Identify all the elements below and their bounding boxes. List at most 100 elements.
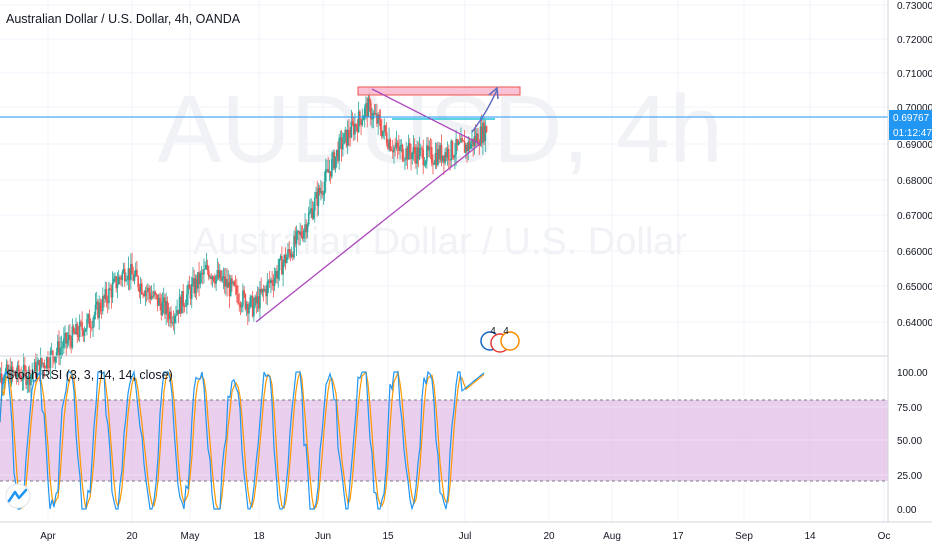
- candle: [409, 138, 411, 160]
- candle: [407, 134, 410, 160]
- candle: [344, 126, 347, 143]
- candle: [117, 270, 120, 285]
- candle: [0, 367, 2, 383]
- candle: [162, 287, 165, 314]
- indicator-pane[interactable]: Stoch RSI (3, 3, 14, 14, close): [0, 368, 888, 511]
- candle: [239, 301, 242, 315]
- candle: [198, 262, 200, 297]
- tradingview-logo-icon[interactable]: [5, 483, 31, 509]
- candle: [371, 107, 373, 129]
- candle: [266, 272, 269, 306]
- candle: [456, 138, 459, 151]
- candle: [223, 268, 226, 294]
- trendline-lower[interactable]: [255, 143, 481, 323]
- events-count: 4: [490, 326, 496, 337]
- candle: [427, 137, 429, 158]
- price-axis-label: 0.66000: [897, 247, 932, 258]
- candle: [53, 356, 55, 365]
- candle: [91, 321, 93, 332]
- candle: [423, 156, 426, 167]
- candle: [205, 252, 208, 271]
- candle: [104, 281, 107, 303]
- candle: [418, 136, 421, 161]
- candle: [31, 362, 33, 383]
- candle: [337, 141, 339, 164]
- candle: [373, 103, 376, 116]
- candle: [469, 140, 472, 150]
- candle: [102, 287, 104, 315]
- time-axis[interactable]: Apr 20 May 18 Jun 15 Jul 20 Aug 17 Sep 14 Oc: [0, 521, 932, 542]
- candle: [81, 311, 83, 337]
- candle: [439, 142, 442, 163]
- candle: [99, 298, 102, 315]
- candle: [461, 135, 463, 143]
- candle: [270, 277, 272, 294]
- candle: [161, 292, 164, 317]
- candle: [155, 293, 158, 300]
- candle: [428, 140, 431, 158]
- price-axis-label: 0.71000: [897, 69, 932, 80]
- candle: [315, 186, 317, 199]
- candle: [335, 149, 338, 168]
- candle: [193, 269, 195, 297]
- time-axis-label: Jun: [315, 531, 331, 542]
- indicator-axis-label: 50.00: [897, 436, 922, 447]
- candle: [304, 213, 306, 243]
- candle: [349, 127, 351, 147]
- candle: [183, 302, 186, 313]
- candle: [429, 137, 432, 160]
- candle: [33, 358, 36, 373]
- candle: [406, 145, 409, 170]
- candle: [218, 264, 221, 282]
- candle: [208, 265, 210, 281]
- candle: [402, 148, 405, 163]
- candle: [149, 285, 152, 305]
- candle: [356, 119, 359, 143]
- time-axis-label: Oc: [878, 531, 891, 542]
- candle: [366, 97, 368, 128]
- price-axis[interactable]: 0.73000 0.72000 0.71000 0.70000 0.69000 0.680…: [887, 0, 932, 522]
- candle: [13, 369, 15, 376]
- time-axis-label: Sep: [735, 531, 753, 542]
- events-badge[interactable]: 4 4: [480, 326, 520, 353]
- resistance-zone[interactable]: [357, 86, 521, 96]
- candle: [80, 319, 82, 327]
- candle: [28, 365, 31, 393]
- candle: [52, 349, 54, 369]
- candle: [290, 246, 293, 259]
- candle: [458, 133, 461, 145]
- candle: [460, 127, 462, 143]
- candle: [194, 274, 197, 298]
- time-axis-label: Jul: [459, 531, 472, 542]
- candle: [276, 265, 278, 284]
- candle: [221, 270, 224, 284]
- candle: [173, 313, 176, 335]
- candle: [273, 267, 276, 292]
- candle: [120, 275, 122, 287]
- candle: [255, 291, 258, 314]
- projection-arrow[interactable]: [471, 89, 498, 133]
- candle: [410, 143, 412, 171]
- candle: [281, 246, 283, 275]
- candle: [145, 284, 148, 303]
- candle: [27, 366, 30, 393]
- candle: [227, 270, 230, 288]
- candle: [445, 147, 448, 162]
- candle: [250, 295, 253, 308]
- price-axis-label: 0.69000: [897, 140, 932, 151]
- candle: [355, 123, 358, 132]
- price-axis-label: 0.65000: [897, 282, 932, 293]
- candle: [437, 141, 439, 167]
- candle: [289, 249, 292, 262]
- candle: [384, 124, 387, 136]
- candle: [303, 228, 305, 243]
- candle: [374, 103, 377, 116]
- candle: [179, 294, 182, 317]
- candle: [93, 311, 96, 328]
- candle: [237, 285, 239, 306]
- candle: [365, 96, 367, 120]
- candle: [48, 357, 51, 374]
- candle: [195, 274, 198, 300]
- candle: [351, 112, 354, 127]
- candle: [122, 262, 125, 274]
